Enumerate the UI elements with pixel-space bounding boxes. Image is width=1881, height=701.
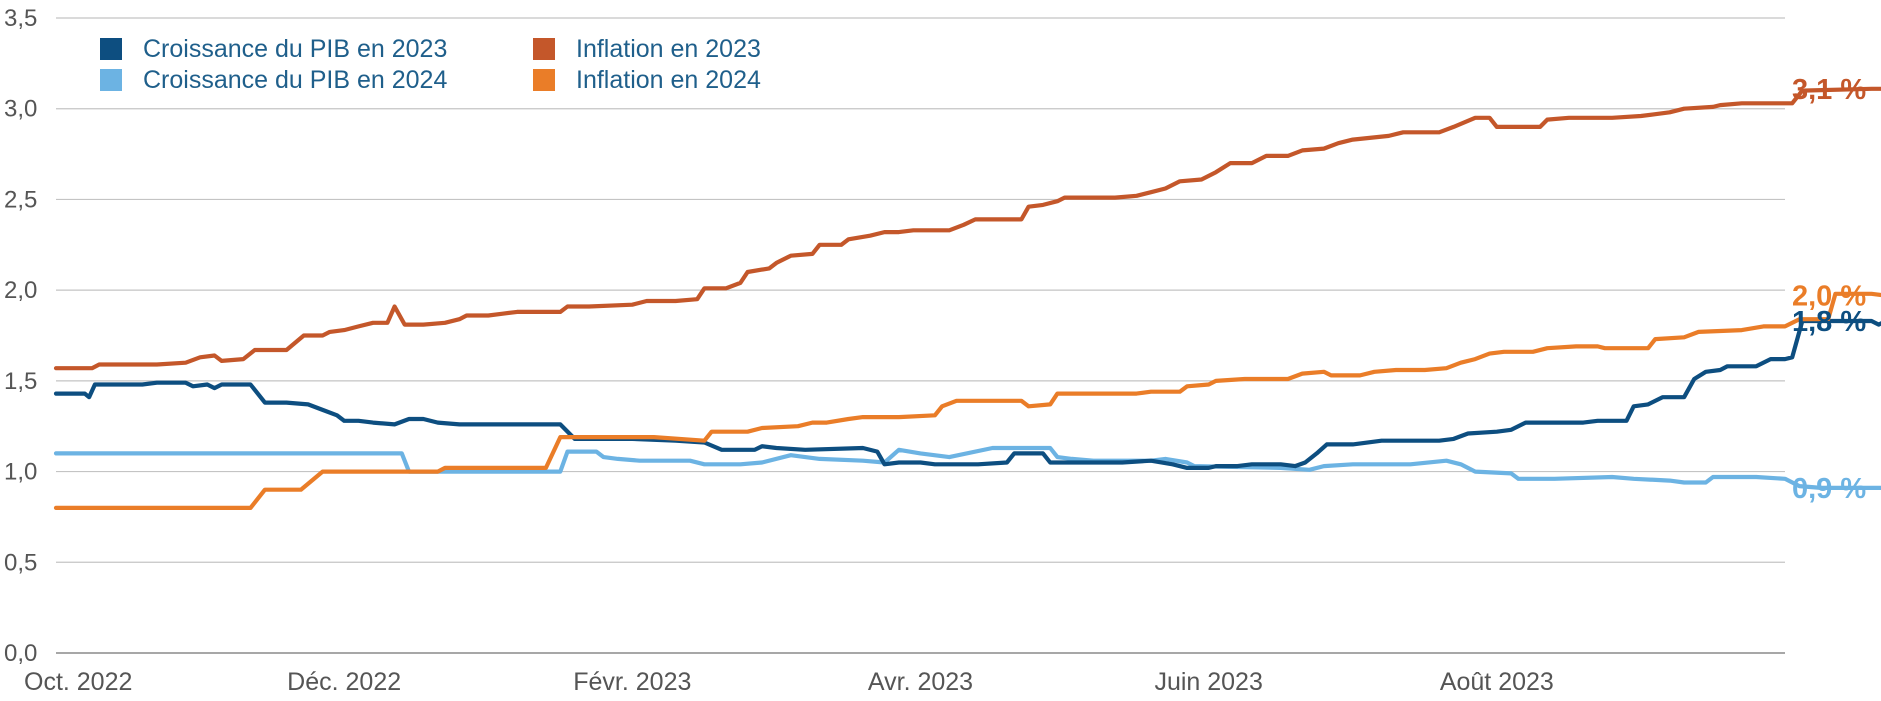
legend-swatch-1 [100, 69, 122, 91]
series-line-1 [53, 445, 1881, 490]
legend: Croissance du PIB en 2023 Croissance du P… [100, 35, 761, 94]
y-tick-label: 0,0 [4, 640, 37, 667]
legend-label-0: Croissance du PIB en 2023 [143, 35, 447, 63]
end-labels: 1,8 % 0,9 % 3,1 % 2,0 % [1792, 74, 1866, 505]
y-tick-label: 1,5 [4, 368, 37, 395]
series-line-3 [53, 291, 1881, 510]
y-axis: 0,0 0,5 1,0 1,5 2,0 2,5 3,0 3,5 [4, 5, 37, 667]
series-line-2 [53, 86, 1881, 371]
y-tick-label: 3,5 [4, 5, 37, 32]
x-tick-label: Avr. 2023 [868, 668, 973, 696]
legend-swatch-2 [533, 38, 555, 60]
legend-label-3: Inflation en 2024 [576, 66, 761, 94]
end-label-0: 1,8 % [1792, 306, 1866, 338]
x-tick-label: Févr. 2023 [573, 668, 691, 696]
series-lines [53, 86, 1881, 510]
y-tick-label: 0,5 [4, 549, 37, 576]
x-tick-label: Juin 2023 [1154, 668, 1262, 696]
legend-swatch-0 [100, 38, 122, 60]
series-line-0 [53, 318, 1881, 470]
x-axis: Oct. 2022 Déc. 2022 Févr. 2023 Avr. 2023 Jui… [24, 668, 1554, 696]
y-tick-label: 3,0 [4, 96, 37, 123]
legend-label-1: Croissance du PIB en 2024 [143, 66, 447, 94]
end-label-1: 0,9 % [1792, 473, 1866, 505]
legend-label-2: Inflation en 2023 [576, 35, 761, 63]
end-label-2: 3,1 % [1792, 74, 1866, 106]
x-tick-label: Août 2023 [1440, 668, 1554, 696]
x-tick-label: Oct. 2022 [24, 668, 132, 696]
end-label-3: 2,0 % [1792, 281, 1866, 313]
y-tick-label: 2,5 [4, 186, 37, 213]
y-tick-label: 1,0 [4, 459, 37, 486]
legend-swatch-3 [533, 69, 555, 91]
x-tick-label: Déc. 2022 [287, 668, 401, 696]
y-tick-label: 2,0 [4, 277, 37, 304]
